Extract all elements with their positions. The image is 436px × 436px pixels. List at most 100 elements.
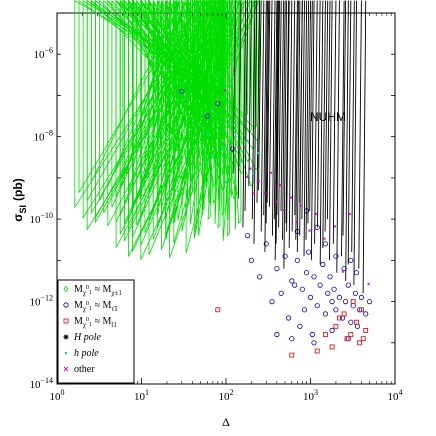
data-point xyxy=(329,327,335,333)
series-5 xyxy=(223,68,370,286)
data-point xyxy=(253,0,258,244)
data-point xyxy=(282,253,288,259)
data-point xyxy=(179,88,185,94)
data-point xyxy=(348,319,354,325)
data-point xyxy=(289,352,295,358)
data-point xyxy=(275,0,280,244)
legend-marker xyxy=(63,366,69,372)
data-point xyxy=(245,233,251,239)
legend-items: Mχ01 ≈ Mχ±1 Mχ01 ≈ Mτ̃1 Mχ01 ≈ Mt̃1 H pole h… xyxy=(63,284,122,375)
data-point xyxy=(358,307,364,313)
data-point xyxy=(299,0,303,203)
data-point xyxy=(193,0,232,233)
data-point xyxy=(307,0,311,224)
data-point xyxy=(288,0,293,249)
data-point xyxy=(120,0,187,187)
data-point xyxy=(311,274,317,280)
data-point xyxy=(333,307,339,313)
data-point xyxy=(242,0,246,228)
data-point xyxy=(331,286,337,292)
data-point xyxy=(289,278,295,284)
data-point xyxy=(366,298,373,305)
y-axis-title-unit: (pb) xyxy=(11,178,25,201)
data-point xyxy=(256,152,260,155)
data-point xyxy=(263,0,267,216)
data-point xyxy=(348,332,354,337)
data-point xyxy=(273,0,278,220)
data-point xyxy=(303,270,310,276)
data-point xyxy=(215,101,221,107)
data-point xyxy=(276,0,280,216)
data-point xyxy=(324,0,329,232)
data-point xyxy=(336,294,342,300)
data-point xyxy=(268,0,273,207)
data-point xyxy=(344,336,350,342)
data-point xyxy=(244,0,249,211)
data-point xyxy=(319,0,324,265)
data-point xyxy=(269,171,273,175)
data-point xyxy=(342,0,347,236)
data-point xyxy=(297,323,303,329)
data-point xyxy=(231,123,234,126)
data-point xyxy=(360,336,366,342)
data-point xyxy=(257,179,260,183)
data-point xyxy=(274,331,280,338)
data-point xyxy=(329,344,335,350)
legend-marker xyxy=(63,334,69,340)
data-point xyxy=(239,160,243,163)
data-point xyxy=(357,340,362,346)
data-point xyxy=(280,0,285,211)
legend-label: Mχ01 ≈ Mχ±1 xyxy=(74,284,122,297)
x-tick-label: 101 xyxy=(134,388,149,403)
data-point xyxy=(327,274,333,280)
data-point xyxy=(301,307,308,313)
data-point xyxy=(292,282,298,288)
data-point xyxy=(353,0,357,286)
data-point xyxy=(214,0,225,225)
data-point xyxy=(296,0,301,253)
data-point xyxy=(301,0,305,220)
data-point xyxy=(322,311,328,317)
data-point xyxy=(198,0,237,236)
data-point xyxy=(345,282,351,288)
data-point xyxy=(317,282,323,288)
legend-marker xyxy=(64,351,68,355)
y-tick-label: 10−14 xyxy=(29,376,53,391)
data-point xyxy=(266,0,271,203)
data-point xyxy=(326,0,331,220)
data-point xyxy=(249,167,252,170)
data-point xyxy=(283,0,287,269)
legend-label: other xyxy=(74,364,95,375)
data-point xyxy=(289,196,293,199)
data-point xyxy=(74,0,208,209)
data-point xyxy=(286,0,290,232)
data-point xyxy=(269,298,275,305)
data-point xyxy=(160,0,251,250)
data-points xyxy=(74,0,373,358)
y-tick-label: 10−8 xyxy=(33,129,53,144)
data-point xyxy=(303,0,308,257)
data-point xyxy=(363,311,369,317)
data-point xyxy=(348,212,352,216)
data-point xyxy=(362,0,367,294)
legend-marker xyxy=(63,318,69,324)
data-point xyxy=(314,303,320,309)
data-point xyxy=(311,340,317,346)
series-2 xyxy=(215,299,369,358)
data-point xyxy=(294,0,298,216)
data-point xyxy=(256,274,263,280)
data-point xyxy=(125,0,175,175)
series-3 xyxy=(232,0,367,294)
data-point xyxy=(285,315,292,321)
data-point xyxy=(363,327,369,333)
data-point xyxy=(274,265,280,272)
data-point xyxy=(336,0,340,273)
data-point xyxy=(299,286,305,292)
data-point xyxy=(295,220,298,224)
y-axis-title: σSI (pb) xyxy=(11,178,28,221)
data-point xyxy=(291,0,296,232)
data-point xyxy=(274,0,279,261)
data-point xyxy=(185,0,254,254)
data-point xyxy=(278,290,284,296)
